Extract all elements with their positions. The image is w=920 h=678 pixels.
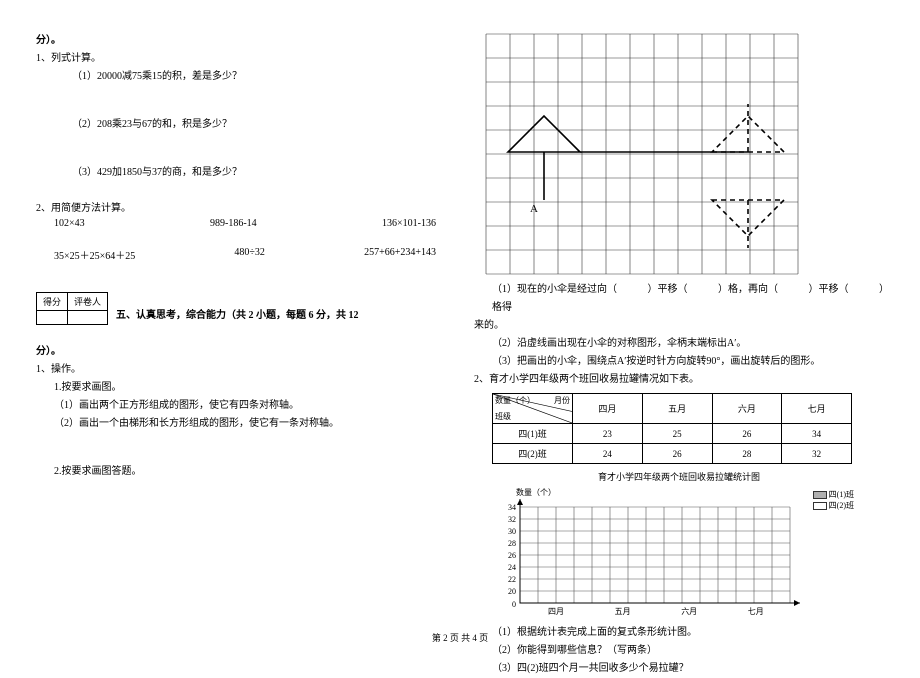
fill-p2: （2）沿虚线画出现在小伞的对称图形，伞柄末端标出A′。 [474,335,884,353]
text: （1）现在的小伞是经过向（ [492,284,617,295]
svg-text:34: 34 [508,503,516,512]
legend-swatch [813,491,827,499]
grid-figure: A [484,32,884,281]
expr: 480÷32 [234,247,265,262]
svg-text:30: 30 [508,527,516,536]
fill-p3: （3）把画出的小伞，围绕点A′按逆时针方向旋转90°，画出旋转后的图形。 [474,353,884,371]
svg-text:24: 24 [508,563,516,572]
expr: 102×43 [54,218,85,229]
svg-text:数量（个）: 数量（个） [516,487,556,497]
right-q2-label: 2、育才小学四年级两个班回收易拉罐情况如下表。 [474,371,884,389]
section5-cont: 分）。 [36,343,446,361]
svg-text:七月: 七月 [748,607,764,616]
expr: 136×101-136 [382,218,436,229]
op-sub1: 1.按要求画图。 [36,379,446,397]
expr: 35×25＋25×64＋25 [54,247,135,262]
svg-text:28: 28 [508,539,516,548]
score-col1: 得分 [37,293,68,311]
q1-label: 1、列式计算。 [36,50,446,68]
right-column: A （1）现在的小伞是经过向（ ）平移（ ）格，再向（ ）平移（ ）格得 来的。… [474,32,884,678]
legend-item: 四(1)班 [813,489,854,500]
svg-text:A: A [530,203,538,215]
text: ）平移（ [809,284,849,295]
fill-p1: （1）现在的小伞是经过向（ ）平移（ ）格，再向（ ）平移（ ）格得 [474,281,884,317]
q2-label: 2、用简便方法计算。 [36,200,446,218]
legend-label: 四(2)班 [829,500,854,511]
q1-part2: （2）208乘23与67的和，积是多少？ [36,116,446,134]
subq-p3: （3）四(2)班四个月一共回收多少个易拉罐？ [474,660,884,678]
subq-p2: （2）你能得到哪些信息？（写两条） [474,642,884,660]
op-label: 1、操作。 [36,361,446,379]
q1-part1: （1）20000减75乘15的积，差是多少？ [36,68,446,86]
score-col2: 评卷人 [68,293,108,311]
legend-label: 四(1)班 [829,489,854,500]
svg-text:32: 32 [508,515,516,524]
chart-legend: 四(1)班 四(2)班 [813,489,854,511]
svg-text:五月: 五月 [615,607,631,616]
heading-continuation: 分）。 [36,32,446,50]
section5-title: 五、认真思考，综合能力（共 2 小题，每题 6 分，共 12 [116,310,359,321]
section5-header: 得分 评卷人 五、认真思考，综合能力（共 2 小题，每题 6 分，共 12 [36,292,446,325]
op-p1: （1）画出两个正方形组成的图形，使它有四条对称轴。 [36,397,446,415]
left-column: 分）。 1、列式计算。 （1）20000减75乘15的积，差是多少？ （2）20… [36,32,446,678]
expr: 989-186-14 [210,218,257,229]
statistics-table: 数量（个）月份班级四月五月六月七月四(1)班23252634四(2)班24262… [492,393,852,464]
svg-text:22: 22 [508,575,516,584]
svg-text:0: 0 [512,600,516,609]
expr: 257+66+234+143 [364,247,436,262]
svg-text:26: 26 [508,551,516,560]
score-box: 得分 评卷人 [36,292,108,325]
svg-text:20: 20 [508,587,516,596]
chart-title: 育才小学四年级两个班回收易拉罐统计图 [474,470,884,483]
bar-chart-svg: 数量（个） 20 22 24 26 28 30 32 34 0 四月 五月 六月 七月 [492,485,852,621]
q2-row2: 35×25＋25×64＋25 480÷32 257+66+234+143 [36,247,446,262]
q1-part3: （3）429加1850与37的商，和是多少？ [36,164,446,182]
fill-p1-cont: 来的。 [474,317,884,335]
bar-chart-container: 数量（个） 20 22 24 26 28 30 32 34 0 四月 五月 六月 七月 四(1)班 四(2… [492,485,884,624]
q2-row1: 102×43 989-186-14 136×101-136 [36,218,446,229]
op-sub2: 2.按要求画图答题。 [36,463,446,481]
text: ）格，再向（ [718,284,778,295]
text: ）平移（ [648,284,688,295]
legend-swatch [813,502,827,510]
op-p2: （2）画出一个由梯形和长方形组成的图形，使它有一条对称轴。 [36,415,446,433]
page-footer: 第 2 页 共 4 页 [0,631,920,644]
svg-text:四月: 四月 [548,607,564,616]
umbrella-grid-svg: A [484,32,800,278]
legend-item: 四(2)班 [813,500,854,511]
svg-text:六月: 六月 [681,606,697,616]
